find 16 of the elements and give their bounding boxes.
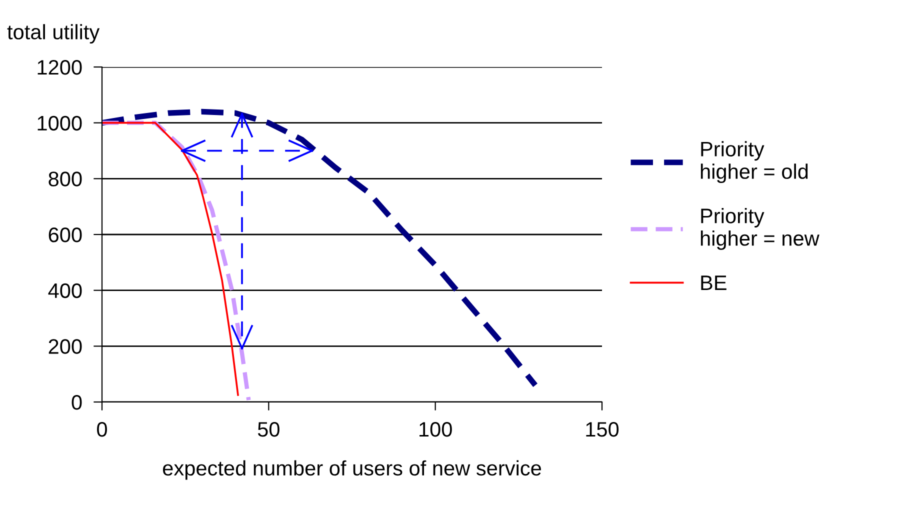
x-axis-title: expected number of users of new service	[162, 460, 541, 480]
x-tick-label: 50	[258, 422, 280, 437]
y-tick-label: 600	[48, 228, 82, 242]
legend-label: BE	[701, 276, 726, 290]
y-tick-label: 1200	[38, 60, 82, 75]
y-tick-label: 400	[48, 283, 82, 298]
x-tick-label: 100	[420, 422, 452, 437]
legend-label: Priority higher = old	[700, 141, 808, 184]
y-tick-label: 0	[72, 395, 82, 410]
x-tick-label: 0	[97, 422, 107, 437]
y-tick-label: 200	[48, 339, 82, 354]
y-axis-title: total utility	[7, 24, 100, 44]
legend-label: Priority higher = new	[700, 208, 820, 250]
x-tick-label: 150	[586, 422, 619, 437]
y-tick-label: 1000	[38, 116, 82, 131]
y-tick-label: 800	[48, 172, 82, 186]
